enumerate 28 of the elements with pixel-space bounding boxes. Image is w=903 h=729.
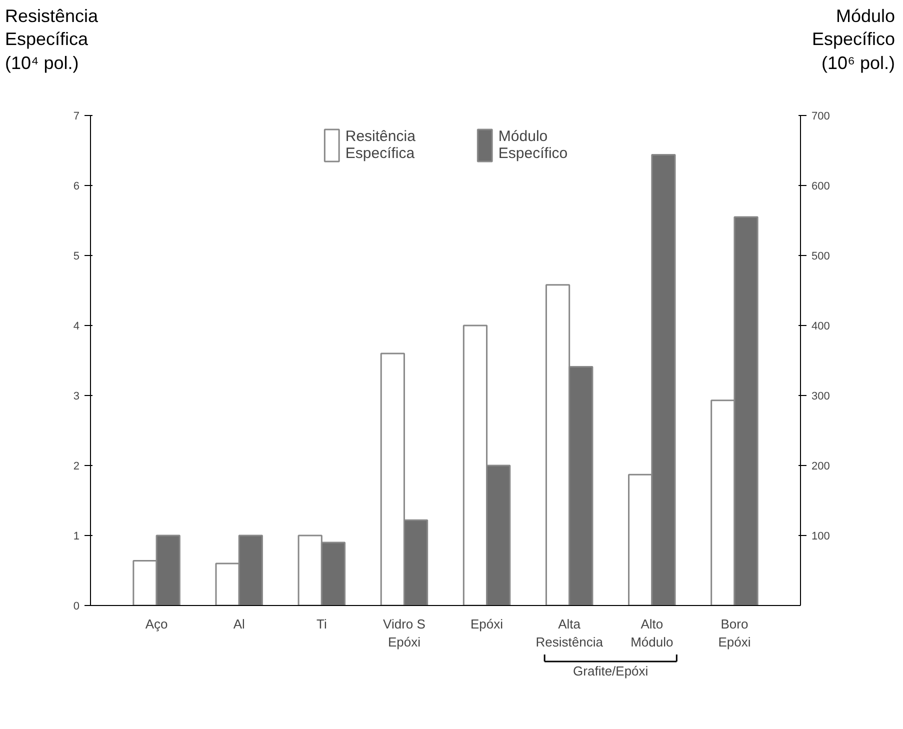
legend-label: Módulo Específico	[498, 128, 568, 162]
x-tick-label: Ti	[316, 616, 327, 632]
y-tick-label: 0	[73, 600, 80, 612]
y-tick-label: 2	[73, 460, 80, 472]
x-tick-label: Al	[233, 616, 245, 632]
x-tick-label: Alta Resistência	[536, 616, 604, 650]
x-tick-label: Epóxi	[470, 616, 504, 632]
y2-tick-label: 700	[812, 110, 830, 122]
y-tick-label: 3	[73, 390, 80, 402]
x-tick-label: Vidro S Epóxi	[383, 616, 426, 650]
y-tick-label: 1	[73, 530, 80, 542]
y2-tick-label: 300	[812, 390, 830, 402]
y-axis-title: Resistência Específica (10⁴ pol.)	[5, 5, 98, 75]
y2-tick-label: 100	[812, 530, 830, 542]
y2-tick-label: 600	[812, 180, 830, 192]
x-tick-label: Boro Epóxi	[718, 616, 751, 650]
y2-tick-label: 400	[812, 320, 830, 332]
x-tick-label: Aço	[145, 616, 168, 632]
x-tick-label: Alto Módulo	[630, 616, 674, 650]
y-tick-label: 6	[73, 180, 80, 192]
y2-axis-title: Módulo Específico (10⁶ pol.)	[812, 5, 895, 75]
text: Grafite/Epóxi	[573, 664, 648, 678]
y-tick-label: 4	[73, 320, 80, 332]
legend-label: Resitência Específica	[345, 128, 416, 162]
y-tick-label: 5	[73, 250, 80, 262]
y-tick-label: 7	[73, 110, 80, 122]
y2-tick-label: 500	[812, 250, 830, 262]
y2-tick-label: 200	[812, 460, 830, 472]
